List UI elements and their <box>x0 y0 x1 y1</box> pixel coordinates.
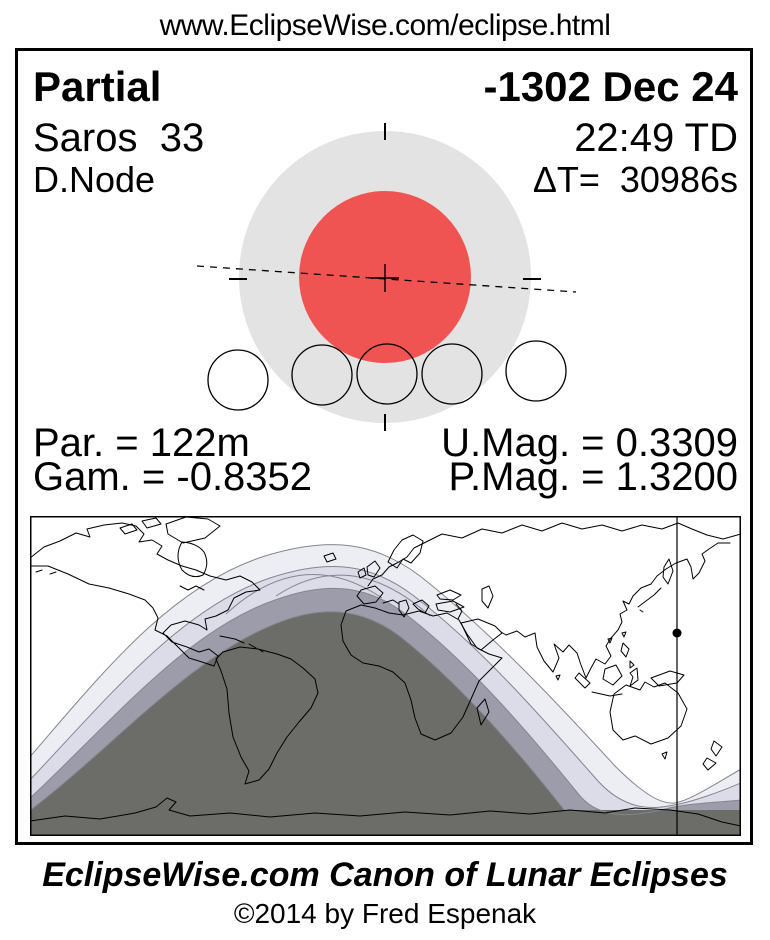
moon-contact-circle <box>291 344 353 406</box>
coast-arabia <box>460 618 503 651</box>
coast-caspian-sea <box>481 585 494 609</box>
coast-great-lakes <box>179 585 205 591</box>
eclipse-date-label: -1302 Dec 24 <box>483 63 738 110</box>
coastlines <box>30 516 741 827</box>
coast-north-america <box>30 522 261 667</box>
copyright-notice: ©2014 by Fred Espenak <box>233 898 537 929</box>
eclipse-type-label: Partial <box>33 63 162 110</box>
coast-asia-north <box>423 522 741 544</box>
coast-antarctica <box>30 797 741 827</box>
shadow-diagram <box>196 123 577 431</box>
coast-philippines <box>620 642 635 669</box>
zone-boundary-curves <box>30 544 741 816</box>
source-url: www.EclipseWise.com/eclipse.html <box>159 9 611 42</box>
moon-contact-circles <box>207 340 567 411</box>
coast-japan <box>637 587 662 613</box>
moon-path-dashed-line <box>196 265 577 293</box>
saros-label: Saros 33 <box>33 116 205 160</box>
visibility-map <box>30 516 741 836</box>
penumbral-magnitude-label: P.Mag. = 1.3200 <box>448 455 739 499</box>
coast-taiwan-hainan <box>607 631 627 644</box>
coast-madagascar <box>476 698 490 726</box>
coast-south-america <box>215 646 319 785</box>
delta-t-label: ΔT= 30986s <box>532 159 738 200</box>
canon-title: EclipseWise.com Canon of Lunar Eclipses <box>42 856 728 894</box>
coast-iceland <box>323 552 337 563</box>
gamma-label: Gam. = -0.8352 <box>33 455 313 499</box>
coast-black-sea <box>436 589 462 601</box>
coast-scandinavia <box>387 534 424 569</box>
moon-contact-circle <box>421 343 483 405</box>
plate-frame: Partial -1302 Dec 24 Saros 33 22:49 TD D… <box>15 48 753 845</box>
coast-sri-lanka <box>555 674 561 681</box>
moon-zenith-point <box>672 628 682 638</box>
shadow-center-cross <box>371 264 399 292</box>
node-label: D.Node <box>33 159 156 200</box>
coast-aleutians <box>35 569 57 575</box>
coast-hudson-bay <box>177 541 208 578</box>
coast-iberia <box>356 585 384 605</box>
coast-mediterranean <box>382 599 465 620</box>
map-border <box>30 516 741 836</box>
coast-caribbean-islands <box>219 635 264 653</box>
coast-asia-east <box>500 542 731 679</box>
greatest-time-label: 22:49 TD <box>574 116 738 160</box>
moon-contact-circle <box>505 340 567 402</box>
coast-africa <box>340 604 503 741</box>
shadow-axis-ticks <box>229 123 541 431</box>
coast-australia <box>609 681 688 760</box>
coast-indonesia <box>574 664 685 697</box>
penumbral-duration-label: Par. = 122m <box>33 421 250 465</box>
coast-new-zealand <box>702 740 723 771</box>
coast-arctic-islands <box>119 517 162 535</box>
coast-british-isles <box>357 560 381 579</box>
moon-contact-circle <box>207 349 269 411</box>
umbral-magnitude-label: U.Mag. = 0.3309 <box>441 421 738 465</box>
moon-contact-circle <box>356 343 418 405</box>
zone-entire-eclipse-visible <box>30 611 599 836</box>
coast-sakhalin <box>662 558 674 585</box>
